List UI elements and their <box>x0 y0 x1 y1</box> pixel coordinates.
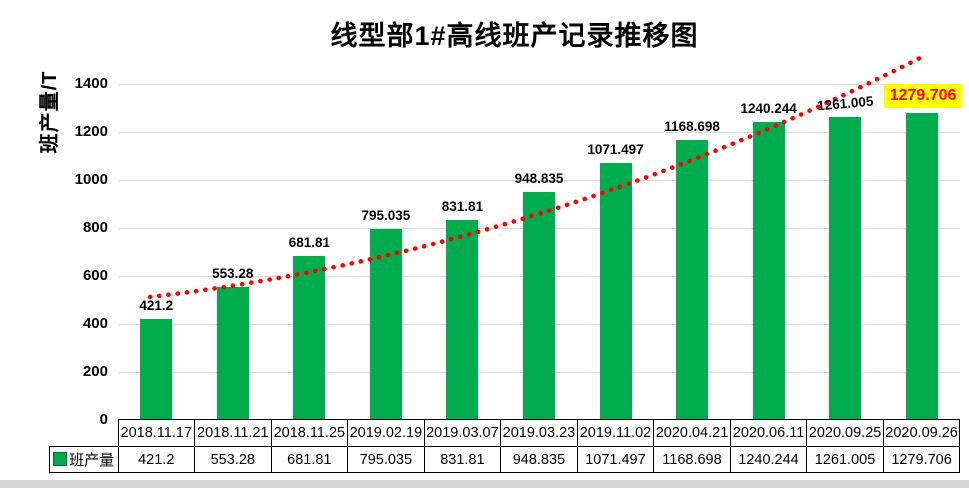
value-cell: 1240.244 <box>729 446 808 473</box>
window-edge-strip <box>0 480 969 488</box>
bar[interactable] <box>829 117 862 420</box>
y-tick-label: 400 <box>82 315 108 332</box>
value-cell: 1168.698 <box>653 446 731 473</box>
date-header-cell: 2020.04.21 <box>653 419 731 447</box>
bar[interactable] <box>446 220 479 420</box>
value-cell: 1279.706 <box>882 446 961 473</box>
date-header-cell: 2018.11.25 <box>270 419 349 447</box>
bar[interactable] <box>369 229 402 420</box>
bar-value-label[interactable]: 1240.244 <box>740 101 797 117</box>
chart-data-table: 2018.11.17 2018.11.21 2018.11.25 2019.02.19… <box>49 419 961 473</box>
bar-value-label[interactable]: 795.035 <box>361 208 411 224</box>
legend-label: 班产量 <box>69 452 115 469</box>
value-cell: 948.835 <box>500 446 578 473</box>
bar[interactable] <box>752 122 785 420</box>
y-tick-label: 200 <box>82 363 108 380</box>
date-header-cell: 2019.03.07 <box>423 419 502 447</box>
value-cell: 1071.497 <box>576 446 655 473</box>
date-header-cell: 2018.11.21 <box>194 419 272 447</box>
y-tick-label: 0 <box>99 411 108 428</box>
bar-value-label[interactable]: 1071.497 <box>587 141 644 157</box>
bar[interactable] <box>676 139 709 420</box>
bar[interactable] <box>140 318 173 420</box>
value-cell: 681.81 <box>270 446 349 473</box>
y-tick-label: 800 <box>82 219 108 236</box>
value-cell: 1261.005 <box>806 446 884 473</box>
date-header-cell: 2019.02.19 <box>347 419 425 447</box>
y-tick-label: 1000 <box>74 171 108 188</box>
gridline <box>118 83 960 85</box>
value-cell: 421.2 <box>117 446 196 473</box>
bar[interactable] <box>599 162 632 420</box>
bar-value-label[interactable]: 1261.005 <box>816 93 874 114</box>
bar-value-label[interactable]: 948.835 <box>514 171 564 187</box>
date-header-cell: 2020.09.25 <box>806 419 884 447</box>
table-corner-cell <box>50 420 119 447</box>
chart-title[interactable]: 线型部1#高线班产记录推移图 <box>330 21 699 51</box>
bar[interactable] <box>216 287 249 420</box>
bar[interactable] <box>905 112 938 420</box>
legend-cell[interactable]: 班产量 <box>49 446 119 473</box>
date-header-cell: 2018.11.17 <box>117 419 196 447</box>
y-tick-label: 1200 <box>74 123 108 140</box>
legend-swatch-icon <box>53 452 68 466</box>
date-header-cell: 2020.09.26 <box>882 419 961 447</box>
highlighted-value-label[interactable]: 1279.706 <box>883 83 963 108</box>
data-table-holder: 2018.11.17 2018.11.21 2018.11.25 2019.02.19… <box>49 419 961 473</box>
date-header-cell: 2019.11.02 <box>576 419 655 447</box>
value-cell: 795.035 <box>347 446 425 473</box>
bar-value-label[interactable]: 831.81 <box>441 199 484 215</box>
bar-value-label[interactable]: 553.28 <box>212 266 254 282</box>
bar-value-label[interactable]: 681.81 <box>288 235 330 251</box>
y-tick-label: 600 <box>82 267 108 284</box>
y-tick-label: 1400 <box>74 75 108 92</box>
y-axis-title[interactable]: 班产量/T <box>39 70 61 154</box>
bar-value-label[interactable]: 421.2 <box>139 297 174 313</box>
bar[interactable] <box>523 192 555 420</box>
bar[interactable] <box>293 256 326 420</box>
bar-value-label[interactable]: 1168.698 <box>664 118 720 134</box>
value-cell: 553.28 <box>194 446 272 473</box>
date-header-cell: 2019.03.23 <box>500 419 578 447</box>
value-cell: 831.81 <box>423 446 502 473</box>
date-header-cell: 2020.06.11 <box>729 419 808 447</box>
